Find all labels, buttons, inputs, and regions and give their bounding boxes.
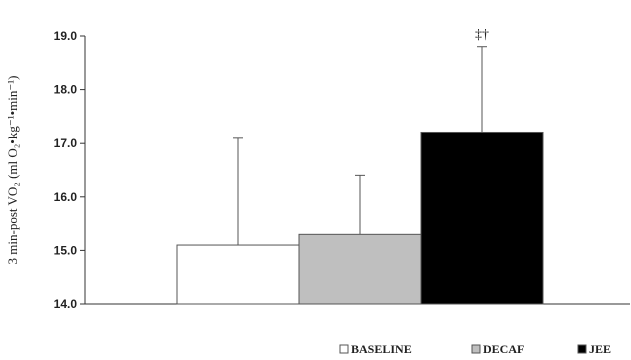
y-tick-label: 17.0 [54,136,78,150]
y-tick-label: 16.0 [54,190,78,204]
legend-label-baseline: BASELINE [351,342,412,356]
error-bars-group [233,46,487,246]
legend-swatch-baseline [339,344,349,354]
y-tick-label: 14.0 [54,297,78,311]
y-axis-label: 3 min-post VO₂ (ml O₂•kg⁻¹•min⁻¹) [5,76,20,265]
significance-annotation: ‡† [475,28,489,43]
legend-label-decaf: DECAF [483,342,524,356]
y-tick-label: 19.0 [54,29,78,43]
y-axis: 14.0 15.0 16.0 17.0 18.0 19.0 [54,29,630,311]
annotations-group: ‡† [475,28,489,43]
legend-swatch-jee [577,344,587,354]
legend: BASELINE DECAF JEE [339,342,611,356]
legend-swatch-decaf [471,344,481,354]
bars-group [176,131,544,305]
bar-decaf [298,233,422,305]
bar-baseline [176,244,300,305]
bar-jee [420,131,544,305]
y-tick-label: 15.0 [54,243,78,257]
y-tick-label: 18.0 [54,83,78,97]
legend-label-jee: JEE [589,342,611,356]
